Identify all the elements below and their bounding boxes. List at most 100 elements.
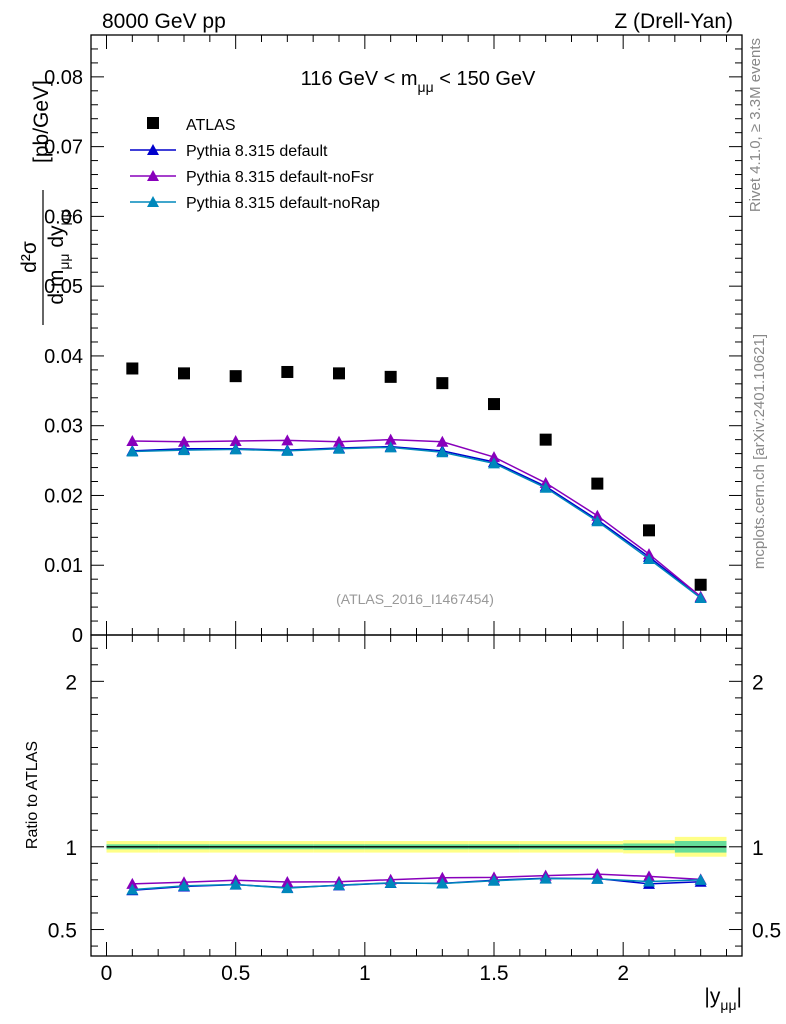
main-ytick-label: 0.02 bbox=[44, 485, 83, 507]
series-marker bbox=[384, 433, 397, 445]
series-marker bbox=[126, 435, 139, 447]
series-marker bbox=[178, 444, 190, 456]
ratio-series-marker bbox=[178, 879, 190, 891]
data-point-atlas bbox=[643, 524, 655, 537]
data-point-atlas bbox=[384, 370, 397, 383]
legend-default-label: Pythia 8.315 default bbox=[186, 143, 328, 160]
legend: ATLAS Pythia 8.315 default Pythia 8.315 … bbox=[130, 117, 380, 212]
series-marker bbox=[281, 434, 294, 446]
data-point-atlas bbox=[539, 433, 552, 446]
series-line bbox=[132, 445, 702, 598]
y-label-unit: [pb/GeV] bbox=[30, 80, 53, 163]
series-marker bbox=[229, 443, 242, 455]
series-marker bbox=[281, 444, 294, 456]
y-label-numerator: d²σ bbox=[18, 241, 41, 273]
ratio-ytick-label: 0.5 bbox=[48, 920, 77, 943]
series-marker bbox=[333, 442, 345, 454]
ratio-xtick-label: 1.5 bbox=[479, 962, 508, 985]
series-marker bbox=[436, 446, 449, 458]
mcplots-label: mcplots.cern.ch [arXiv:2401.10621] bbox=[751, 334, 768, 569]
legend-atlas-label: ATLAS bbox=[186, 117, 236, 134]
series-line bbox=[132, 446, 702, 599]
legend-norap-marker bbox=[147, 196, 159, 207]
data-point-atlas bbox=[436, 377, 449, 390]
ratio-ytick-label: 2 bbox=[65, 671, 77, 694]
ratio-series-marker bbox=[539, 872, 552, 884]
ratio-series-marker bbox=[436, 877, 449, 889]
legend-norap-label: Pythia 8.315 default-noRap bbox=[186, 195, 380, 212]
data-point-atlas bbox=[333, 367, 345, 380]
main-ytick-label: 0.06 bbox=[44, 206, 83, 228]
ratio-series-marker bbox=[126, 877, 139, 889]
main-ytick-label: 0.03 bbox=[44, 416, 83, 438]
ratio-xtick-label: 0 bbox=[101, 962, 113, 985]
ratio-ytick-label-right: 2 bbox=[752, 671, 764, 694]
ratio-series-marker bbox=[333, 879, 345, 891]
series-marker bbox=[539, 481, 552, 493]
data-point-atlas bbox=[178, 367, 190, 380]
ratio-series-marker bbox=[694, 873, 707, 885]
analysis-tag: (ATLAS_2016_I1467454) bbox=[336, 591, 494, 607]
series-marker bbox=[488, 457, 500, 469]
header-right: Z (Drell-Yan) bbox=[614, 10, 733, 33]
ratio-xtick-label: 2 bbox=[617, 962, 629, 985]
series-marker bbox=[333, 435, 345, 447]
data-point-atlas bbox=[126, 362, 139, 375]
ratio-xtick-label: 0.5 bbox=[221, 962, 250, 985]
legend-nofsr-label: Pythia 8.315 default-noFsr bbox=[186, 169, 374, 186]
ratio-series-marker bbox=[384, 876, 397, 888]
legend-default-marker bbox=[147, 144, 159, 155]
data-point-atlas bbox=[488, 398, 500, 411]
ratio-series-marker bbox=[126, 883, 139, 895]
ratio-series-marker bbox=[281, 882, 294, 894]
main-ytick-label: 0.07 bbox=[44, 137, 83, 159]
data-point-atlas bbox=[229, 370, 242, 383]
ratio-series-marker bbox=[643, 875, 655, 887]
main-ytick-label: 0.01 bbox=[44, 555, 83, 577]
ratio-series-marker bbox=[281, 876, 294, 888]
series-marker bbox=[178, 435, 190, 447]
rivet-label: Rivet 4.1.0, ≥ 3.3M events bbox=[747, 38, 764, 212]
legend-nofsr-marker bbox=[147, 170, 159, 181]
ratio-frame bbox=[90, 634, 743, 957]
data-point-atlas bbox=[281, 365, 294, 378]
legend-atlas-marker bbox=[147, 117, 159, 129]
main-panel: 0 0.01 0.02 0.03 0.04 0.05 0.06 0.07 0.08 116 Ge… bbox=[18, 34, 743, 647]
data-point-atlas bbox=[591, 477, 604, 490]
series-marker bbox=[126, 445, 139, 457]
ratio-panel: 0.5 0.5 1 1 2 2 0 0.5 1 1.5 2 Ratio to ATLAS |yμμ| bbox=[24, 634, 781, 1013]
series-marker bbox=[384, 441, 397, 453]
main-y-axis-label: d²σ d mμμ dyμμ [pb/GeV] bbox=[18, 80, 72, 325]
series-marker bbox=[643, 552, 655, 564]
ratio-series bbox=[126, 868, 707, 896]
series-marker bbox=[488, 451, 500, 463]
ratio-series-line bbox=[132, 873, 701, 885]
series-line bbox=[132, 438, 702, 598]
main-ytick-label: 0.04 bbox=[44, 346, 83, 368]
ratio-series-marker bbox=[591, 872, 604, 884]
main-series bbox=[126, 362, 707, 604]
series-marker bbox=[436, 435, 449, 447]
ratio-ytick-label-right: 1 bbox=[752, 837, 764, 860]
y-label-denominator: d mμμ dyμμ bbox=[45, 209, 72, 304]
ratio-ytick-label-right: 0.5 bbox=[752, 920, 781, 943]
ratio-series-line bbox=[132, 877, 701, 891]
main-ytick-label: 0.08 bbox=[44, 67, 83, 89]
chart-title: 116 GeV < mμμ < 150 GeV bbox=[301, 68, 536, 95]
series-marker bbox=[694, 592, 707, 604]
ratio-series-marker bbox=[229, 878, 242, 890]
data-point-atlas bbox=[694, 578, 707, 591]
series-marker bbox=[591, 515, 604, 527]
series-marker bbox=[591, 509, 604, 521]
ratio-xtick-label: 1 bbox=[359, 962, 371, 985]
main-ytick-label: 0 bbox=[72, 625, 83, 647]
ratio-series-marker bbox=[436, 871, 449, 883]
main-axis-ticks: 0 0.01 0.02 0.03 0.04 0.05 0.06 0.07 0.08 bbox=[44, 35, 742, 647]
x-axis-label: |yμμ| bbox=[704, 985, 742, 1013]
main-ytick-label: 0.05 bbox=[44, 276, 83, 298]
ratio-series-marker bbox=[488, 874, 500, 886]
series-marker bbox=[229, 435, 242, 447]
ratio-ytick-label: 1 bbox=[65, 837, 77, 860]
header-left: 8000 GeV pp bbox=[102, 10, 226, 33]
